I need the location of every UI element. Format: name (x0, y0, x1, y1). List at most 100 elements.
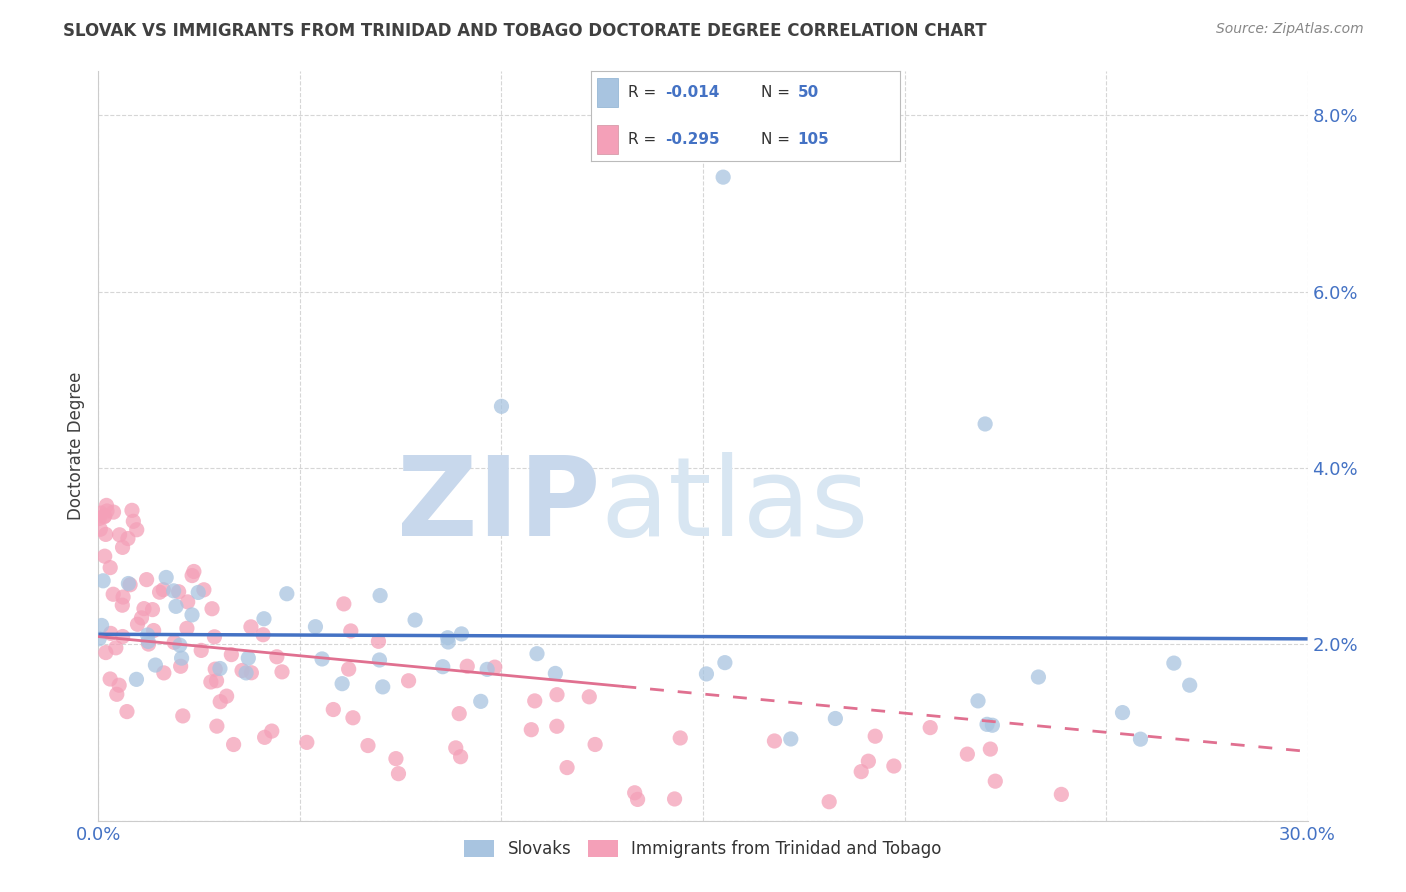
Point (276, 587, 298, 601)
Point (94, 527, 117, 541)
Point (818, 795, 841, 809)
Point (98, 672, 121, 686)
Point (238, 651, 260, 665)
Point (851, 764, 873, 779)
Point (357, 739, 380, 753)
Point (231, 664, 253, 678)
Point (976, 717, 998, 731)
Point (222, 738, 245, 752)
Point (87, 632, 110, 646)
Point (449, 706, 471, 721)
Point (398, 673, 420, 688)
Text: N =: N = (761, 132, 794, 146)
Point (208, 661, 231, 675)
Point (583, 738, 606, 752)
Text: N =: N = (761, 86, 794, 100)
Point (863, 729, 886, 743)
Point (169, 659, 191, 673)
Point (387, 766, 409, 780)
Point (89, 522, 111, 536)
Point (436, 631, 458, 645)
Point (204, 630, 226, 644)
Point (520, 723, 543, 737)
Point (763, 734, 786, 748)
Point (295, 735, 318, 749)
Bar (596, 125, 619, 153)
Point (121, 503, 143, 517)
Point (322, 702, 344, 716)
Point (96, 499, 118, 513)
Point (368, 589, 391, 603)
Point (271, 665, 294, 679)
Point (544, 666, 567, 681)
Point (626, 792, 648, 806)
Point (714, 656, 737, 670)
Point (205, 673, 228, 688)
Point (342, 711, 364, 725)
Point (304, 620, 326, 634)
Point (117, 576, 139, 591)
Point (93, 509, 115, 524)
Point (135, 573, 157, 587)
Point (163, 635, 186, 649)
Point (132, 601, 155, 615)
Point (221, 648, 243, 662)
Point (526, 647, 548, 661)
Point (1050, 788, 1073, 802)
Legend: Slovaks, Immigrants from Trinidad and Tobago: Slovaks, Immigrants from Trinidad and To… (457, 833, 949, 864)
Point (1178, 678, 1201, 692)
Point (981, 718, 1004, 732)
Point (181, 568, 204, 582)
Point (491, 400, 513, 414)
Point (669, 731, 692, 745)
Point (555, 761, 578, 775)
Point (138, 637, 160, 651)
Point (125, 673, 148, 687)
Point (979, 742, 1001, 756)
Point (967, 694, 990, 708)
Point (200, 675, 222, 690)
Point (404, 613, 426, 627)
Point (779, 731, 801, 746)
Point (523, 694, 546, 708)
Point (141, 602, 163, 616)
Point (120, 578, 142, 592)
Point (163, 583, 186, 598)
Point (94, 646, 117, 660)
Point (155, 570, 177, 584)
Point (920, 721, 942, 735)
Point (145, 658, 167, 673)
Point (974, 417, 997, 431)
Point (172, 709, 194, 723)
Point (470, 694, 492, 708)
Point (475, 662, 498, 676)
Point (432, 659, 454, 673)
Point (956, 747, 979, 761)
Point (169, 638, 191, 652)
Point (333, 597, 356, 611)
Bar (596, 78, 619, 107)
Point (152, 582, 174, 597)
Point (170, 651, 193, 665)
Point (136, 628, 159, 642)
Point (235, 665, 257, 680)
Point (204, 662, 226, 676)
Point (122, 514, 145, 528)
Point (105, 687, 128, 701)
Point (108, 678, 131, 692)
Point (96, 504, 118, 518)
Point (90, 618, 112, 632)
Point (176, 595, 198, 609)
Text: atlas: atlas (600, 452, 869, 559)
Point (340, 624, 363, 638)
Point (125, 523, 148, 537)
Text: -0.295: -0.295 (665, 132, 720, 146)
Point (193, 582, 215, 597)
Point (253, 731, 276, 745)
Point (183, 565, 205, 579)
Point (450, 627, 472, 641)
Point (266, 649, 288, 664)
Point (201, 601, 224, 615)
Text: ZIP: ZIP (396, 452, 600, 559)
Point (167, 584, 190, 599)
